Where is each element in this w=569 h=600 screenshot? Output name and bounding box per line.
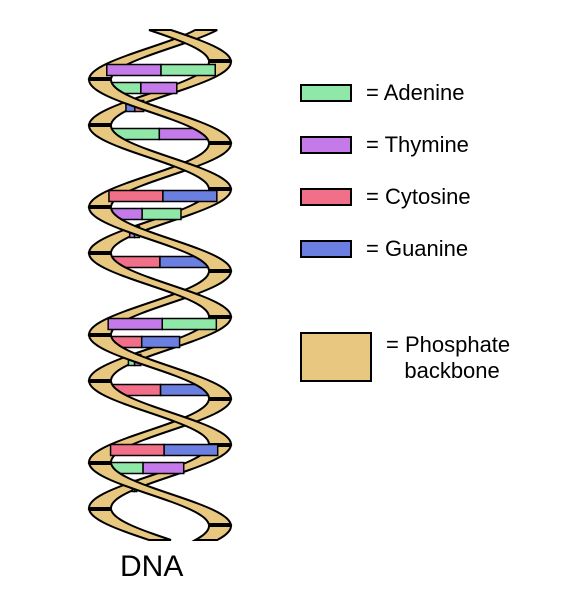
swatch-adenine <box>300 84 352 102</box>
base-pair-half <box>164 445 218 456</box>
swatch-thymine <box>300 136 352 154</box>
legend-label-guanine: = Guanine <box>366 236 468 262</box>
base-pair-half <box>142 337 180 348</box>
legend-row-cytosine: = Cytosine <box>300 184 510 210</box>
legend-row-adenine: = Adenine <box>300 80 510 106</box>
dna-helix <box>0 0 320 600</box>
base-pair-half <box>161 65 215 76</box>
backbone-segment <box>195 526 231 540</box>
legend-row-backbone: = Phosphate backbone <box>300 332 510 385</box>
legend-label-backbone-l2: backbone <box>404 358 499 383</box>
base-pair-half <box>108 319 162 330</box>
dna-caption: DNA <box>120 550 183 584</box>
legend-row-thymine: = Thymine <box>300 132 510 158</box>
base-pair-half <box>163 191 217 202</box>
legend-label-thymine: = Thymine <box>366 132 469 158</box>
base-pair-half <box>109 191 163 202</box>
legend-label-backbone: = Phosphate backbone <box>386 332 510 385</box>
diagram-canvas: = Adenine = Thymine = Cytosine = Guanine… <box>0 0 569 600</box>
swatch-cytosine <box>300 188 352 206</box>
legend-label-adenine: = Adenine <box>366 80 464 106</box>
base-pair-half <box>162 319 216 330</box>
base-pair-half <box>142 209 181 220</box>
base-pair-half <box>111 445 165 456</box>
legend-label-backbone-l1: = Phosphate <box>386 332 510 357</box>
base-pair-half <box>107 65 161 76</box>
swatch-backbone <box>300 332 372 382</box>
legend-label-cytosine: = Cytosine <box>366 184 471 210</box>
legend-row-guanine: = Guanine <box>300 236 510 262</box>
backbone-segment <box>89 510 171 540</box>
base-pair-half <box>141 83 177 94</box>
swatch-guanine <box>300 240 352 258</box>
base-pair-half <box>143 463 184 474</box>
legend: = Adenine = Thymine = Cytosine = Guanine… <box>300 80 510 411</box>
